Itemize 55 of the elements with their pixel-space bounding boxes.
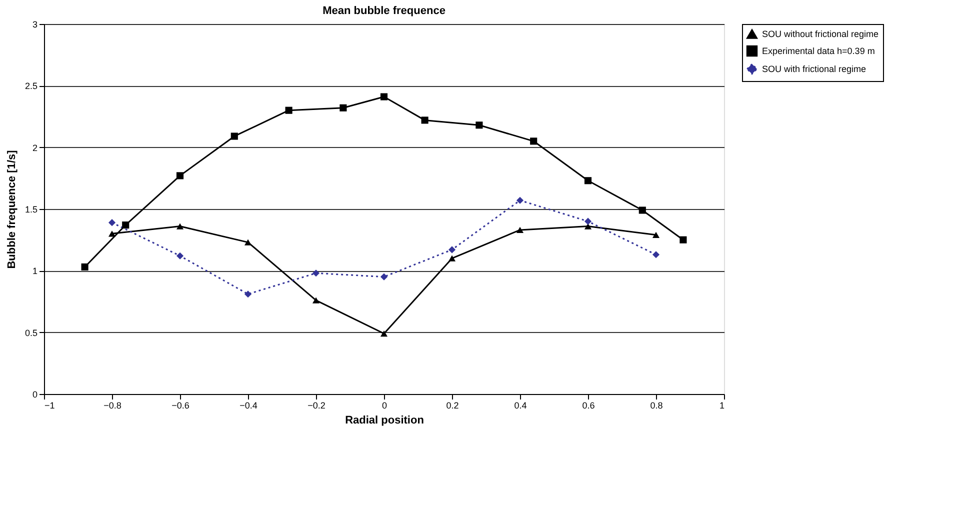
point	[312, 270, 320, 277]
point	[244, 239, 252, 246]
x-tick-label: 1	[719, 400, 724, 410]
point	[652, 232, 660, 238]
point	[476, 122, 483, 129]
point	[448, 246, 456, 254]
x-axis-title: Radial position	[345, 414, 424, 426]
x-tick-label: 0	[382, 400, 388, 410]
x-tick-label: 0.4	[514, 400, 527, 410]
y-tick-label: 1	[32, 266, 38, 276]
point	[516, 196, 524, 204]
y-tick-label: 0.5	[24, 328, 38, 338]
point	[176, 172, 184, 180]
y-tick-label: 1.5	[24, 204, 38, 214]
chart-title: Mean bubble frequence	[322, 5, 446, 17]
point	[652, 251, 660, 258]
x-tick-label: −0.6	[172, 400, 190, 410]
x-tick-label: −1	[44, 400, 55, 410]
point	[380, 93, 388, 100]
point	[530, 138, 538, 145]
x-tick-label: −0.2	[308, 400, 326, 410]
point	[176, 252, 184, 260]
x-tick-label: 0.2	[446, 400, 459, 410]
y-tick-label: 0	[32, 390, 38, 400]
legend-label: SOU without frictional regime	[762, 29, 879, 39]
y-tick-label: 2.5	[24, 81, 38, 92]
point	[584, 218, 592, 225]
point	[108, 230, 116, 237]
point	[421, 116, 428, 124]
y-tick-label: 3	[32, 20, 38, 30]
point	[230, 132, 238, 140]
point	[108, 219, 116, 226]
legend-label: SOU with frictional regime	[762, 64, 866, 74]
point	[285, 106, 292, 114]
point	[81, 263, 88, 270]
point	[380, 330, 388, 337]
point	[680, 236, 687, 244]
x-tick-label: −0.8	[104, 400, 122, 410]
legend-label: Experimental data h=0.39 m	[762, 46, 875, 56]
point	[312, 297, 320, 304]
point	[122, 221, 130, 229]
point	[584, 177, 592, 184]
point	[516, 226, 524, 234]
x-tick-label: −0.4	[240, 400, 258, 410]
point	[584, 223, 592, 230]
y-axis-title: Bubble frequence [1/s]	[6, 150, 18, 269]
point	[176, 223, 184, 230]
x-tick-label: 0.6	[582, 400, 595, 410]
y-tick-label: 2	[32, 142, 38, 153]
x-tick-label: 0.8	[650, 400, 663, 410]
point	[448, 255, 456, 262]
point	[244, 290, 252, 298]
point	[380, 273, 388, 280]
point	[638, 206, 646, 214]
point	[340, 104, 347, 112]
